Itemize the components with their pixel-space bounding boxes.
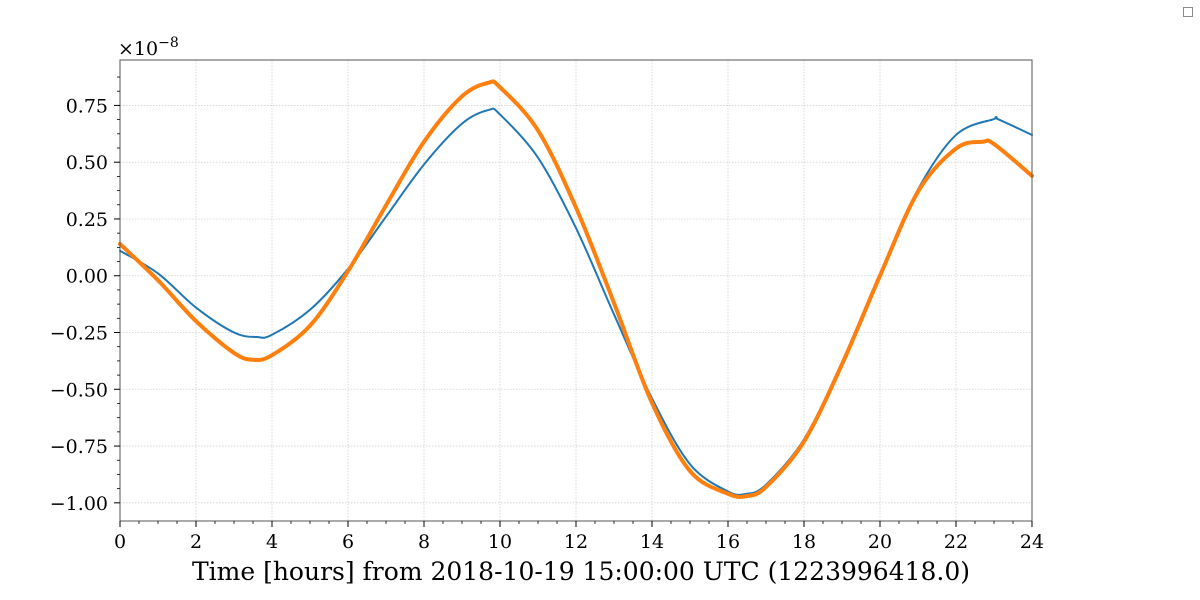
square-icon[interactable]	[1183, 7, 1193, 17]
y-offset-label: ×10−8	[118, 35, 179, 60]
x-tick-label: 2	[190, 531, 202, 553]
x-tick-label: 14	[640, 531, 664, 553]
y-tick-label: −0.75	[50, 436, 108, 458]
y-tick-label: −0.25	[50, 323, 108, 345]
y-tick-label: 0.25	[66, 209, 108, 231]
axis-ticks	[114, 76, 1033, 527]
x-tick-label: 0	[114, 531, 126, 553]
y-tick-label: 0.50	[66, 152, 108, 174]
series-lines	[118, 79, 1034, 499]
x-tick-label: 4	[266, 531, 278, 553]
x-axis-label: Time [hours] from 2018-10-19 15:00:00 UT…	[192, 557, 970, 586]
tick-labels: 0 2 4 6 8 10 12 14 16 18 20 22 24−1.00−0.75−0.50−0.2…	[50, 95, 1044, 553]
y-tick-label: −0.50	[50, 379, 108, 401]
y-tick-label: 0.75	[66, 95, 108, 117]
x-tick-label: 12	[564, 531, 588, 553]
y-tick-label: 0.00	[66, 266, 108, 288]
series-line-1	[119, 107, 1033, 496]
x-tick-label: 24	[1020, 531, 1044, 553]
x-tick-label: 20	[868, 531, 892, 553]
x-tick-label: 18	[792, 531, 816, 553]
x-tick-label: 6	[342, 531, 354, 553]
x-tick-label: 10	[488, 531, 512, 553]
grid-lines	[119, 60, 1033, 521]
y-tick-label: −1.00	[50, 493, 108, 515]
x-tick-label: 22	[944, 531, 968, 553]
x-tick-label: 8	[418, 531, 430, 553]
series-line-2	[118, 79, 1034, 499]
x-tick-label: 16	[716, 531, 740, 553]
